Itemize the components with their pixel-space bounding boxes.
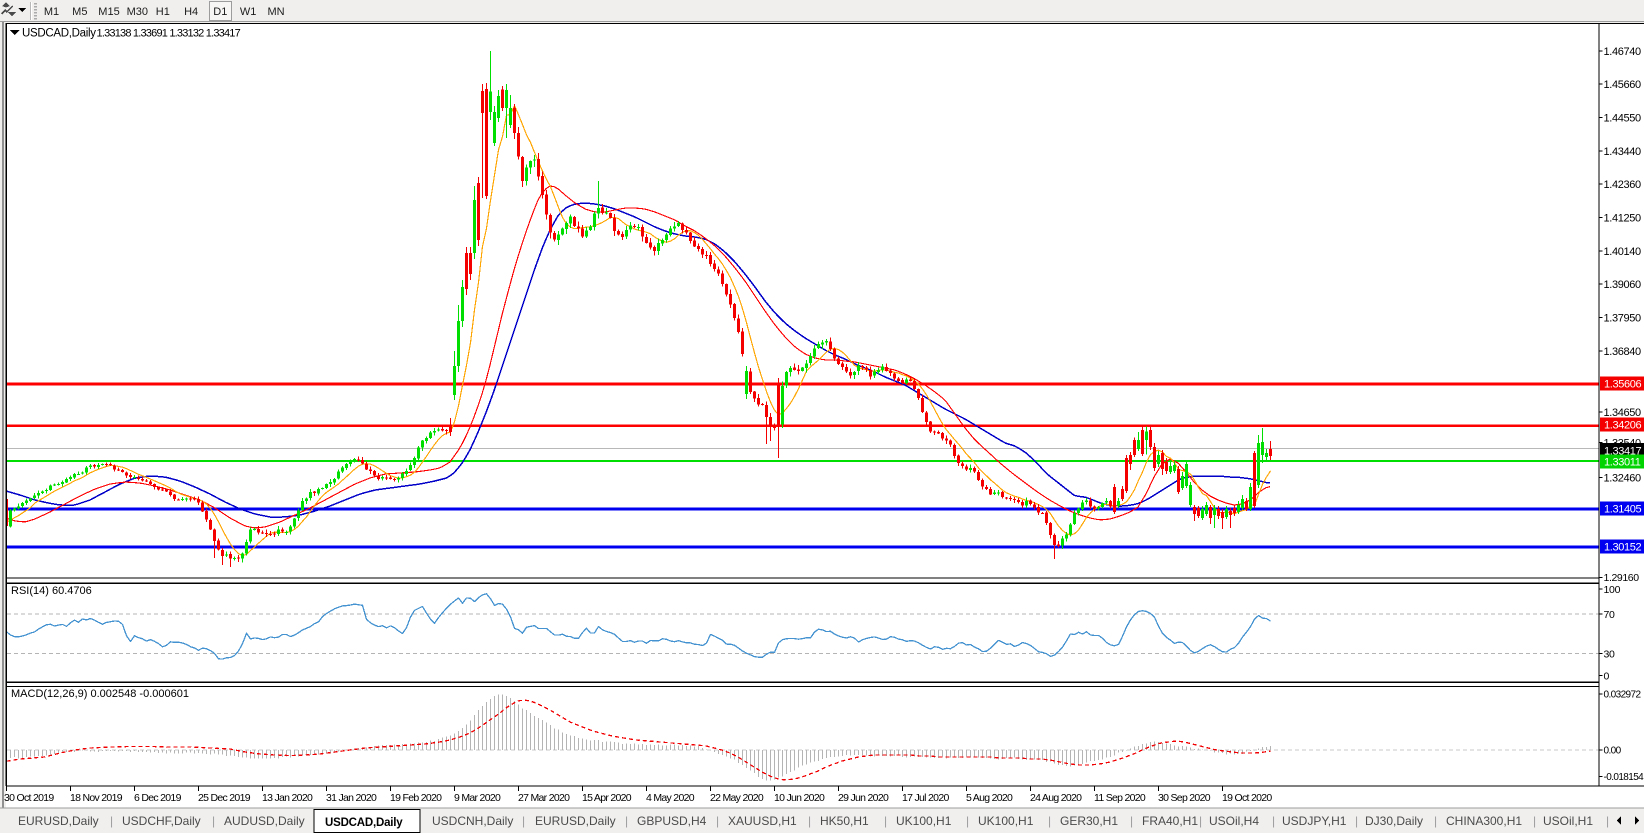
- svg-text:29 Jun 2020: 29 Jun 2020: [838, 792, 889, 804]
- svg-text:UK100,H1: UK100,H1: [978, 814, 1034, 828]
- svg-text:15 Apr 2020: 15 Apr 2020: [582, 792, 632, 804]
- svg-text:1.44550: 1.44550: [1604, 113, 1642, 125]
- svg-text:1.34206: 1.34206: [1604, 420, 1642, 432]
- svg-text:5 Aug 2020: 5 Aug 2020: [966, 792, 1013, 804]
- svg-text:D1: D1: [213, 6, 227, 18]
- svg-text:1.29160: 1.29160: [1604, 572, 1640, 584]
- svg-text:-0.018154: -0.018154: [1604, 772, 1644, 783]
- svg-text:|: |: [1355, 814, 1358, 828]
- svg-text:USDCHF,Daily: USDCHF,Daily: [122, 814, 201, 828]
- svg-text:XAUUSD,H1: XAUUSD,H1: [728, 814, 797, 828]
- svg-text:1.35606: 1.35606: [1604, 379, 1642, 391]
- svg-text:1.37950: 1.37950: [1604, 313, 1642, 325]
- svg-text:1.40140: 1.40140: [1604, 246, 1642, 258]
- svg-text:M1: M1: [44, 6, 59, 18]
- svg-text:|: |: [808, 814, 811, 828]
- svg-text:1.34650: 1.34650: [1604, 407, 1642, 419]
- svg-text:USOil,H4: USOil,H4: [1209, 814, 1259, 828]
- svg-text:|: |: [212, 814, 215, 828]
- svg-text:30 Oct 2019: 30 Oct 2019: [4, 792, 54, 804]
- svg-text:6 Dec 2019: 6 Dec 2019: [134, 792, 182, 804]
- svg-text:4 May 2020: 4 May 2020: [646, 792, 695, 804]
- svg-text:1.43440: 1.43440: [1604, 146, 1642, 158]
- svg-text:30 Sep 2020: 30 Sep 2020: [1158, 792, 1211, 804]
- svg-text:USDCNH,Daily: USDCNH,Daily: [432, 814, 513, 828]
- svg-text:1.42360: 1.42360: [1604, 179, 1642, 191]
- svg-text:USDJPY,H1: USDJPY,H1: [1282, 814, 1347, 828]
- svg-text:USDCAD,Daily: USDCAD,Daily: [22, 28, 96, 40]
- svg-text:1.36840: 1.36840: [1604, 346, 1642, 358]
- svg-text:HK50,H1: HK50,H1: [820, 814, 869, 828]
- svg-text:|: |: [522, 814, 525, 828]
- svg-text:30: 30: [1604, 649, 1616, 661]
- svg-text:1.30152: 1.30152: [1604, 542, 1642, 554]
- svg-text:1.46740: 1.46740: [1604, 46, 1642, 58]
- svg-text:13 Jan 2020: 13 Jan 2020: [262, 792, 313, 804]
- svg-text:|: |: [884, 814, 887, 828]
- svg-text:70: 70: [1604, 609, 1616, 621]
- svg-text:22 May 2020: 22 May 2020: [710, 792, 764, 804]
- svg-text:|: |: [1434, 814, 1437, 828]
- svg-text:CHINA300,H1: CHINA300,H1: [1446, 814, 1522, 828]
- svg-text:H1: H1: [156, 6, 170, 18]
- svg-text:|: |: [1048, 814, 1051, 828]
- svg-text:GER30,H1: GER30,H1: [1060, 814, 1118, 828]
- svg-text:1.41250: 1.41250: [1604, 213, 1642, 225]
- svg-text:|: |: [1606, 814, 1609, 828]
- svg-text:19 Feb 2020: 19 Feb 2020: [390, 792, 442, 804]
- svg-text:M5: M5: [72, 6, 87, 18]
- svg-text:|: |: [1533, 814, 1536, 828]
- svg-text:17 Jul 2020: 17 Jul 2020: [902, 792, 949, 804]
- svg-text:EURUSD,Daily: EURUSD,Daily: [535, 814, 616, 828]
- svg-text:0: 0: [1604, 671, 1610, 683]
- svg-text:UK100,H1: UK100,H1: [896, 814, 952, 828]
- svg-text:1.31405: 1.31405: [1604, 504, 1642, 516]
- svg-text:1.39060: 1.39060: [1604, 279, 1642, 291]
- svg-text:USDCAD,Daily: USDCAD,Daily: [325, 817, 403, 829]
- svg-text:USOil,H1: USOil,H1: [1543, 814, 1593, 828]
- svg-text:1.45660: 1.45660: [1604, 79, 1642, 91]
- svg-text:31 Jan 2020: 31 Jan 2020: [326, 792, 377, 804]
- svg-text:11 Sep 2020: 11 Sep 2020: [1094, 792, 1146, 804]
- svg-text:|: |: [110, 814, 113, 828]
- svg-text:24 Aug 2020: 24 Aug 2020: [1030, 792, 1082, 804]
- svg-text:25 Dec 2019: 25 Dec 2019: [198, 792, 251, 804]
- svg-text:H4: H4: [184, 6, 198, 18]
- svg-text:DJ30,Daily: DJ30,Daily: [1365, 814, 1423, 828]
- svg-text:AUDUSD,Daily: AUDUSD,Daily: [224, 814, 305, 828]
- svg-text:MACD(12,26,9) 0.002548 -0.0006: MACD(12,26,9) 0.002548 -0.000601: [11, 688, 189, 700]
- svg-text:GBPUSD,H4: GBPUSD,H4: [637, 814, 707, 828]
- svg-text:1.33417: 1.33417: [1604, 445, 1642, 457]
- svg-text:18 Nov 2019: 18 Nov 2019: [70, 792, 123, 804]
- svg-text:27 Mar 2020: 27 Mar 2020: [518, 792, 570, 804]
- svg-text:RSI(14) 60.4706: RSI(14) 60.4706: [11, 585, 92, 597]
- svg-text:|: |: [966, 814, 969, 828]
- svg-text:M15: M15: [98, 6, 119, 18]
- svg-text:FRA40,H1: FRA40,H1: [1142, 814, 1198, 828]
- svg-text:1.33011: 1.33011: [1604, 457, 1641, 469]
- svg-text:MN: MN: [267, 6, 284, 18]
- svg-text:|: |: [1130, 814, 1133, 828]
- svg-text:100: 100: [1604, 584, 1621, 596]
- svg-text:1.33138 1.33691 1.33132 1.3341: 1.33138 1.33691 1.33132 1.33417: [97, 28, 241, 40]
- svg-text:M30: M30: [127, 6, 148, 18]
- svg-text:0.032972: 0.032972: [1604, 690, 1642, 701]
- svg-text:|: |: [716, 814, 719, 828]
- svg-text:0.00: 0.00: [1604, 746, 1622, 757]
- svg-text:|: |: [625, 814, 628, 828]
- svg-text:|: |: [1272, 814, 1275, 828]
- svg-text:|: |: [1199, 814, 1202, 828]
- svg-text:9 Mar 2020: 9 Mar 2020: [454, 792, 501, 804]
- svg-text:EURUSD,Daily: EURUSD,Daily: [18, 814, 99, 828]
- svg-text:10 Jun 2020: 10 Jun 2020: [774, 792, 825, 804]
- svg-text:19 Oct 2020: 19 Oct 2020: [1222, 792, 1272, 804]
- svg-text:1.32460: 1.32460: [1604, 473, 1642, 485]
- svg-text:W1: W1: [240, 6, 257, 18]
